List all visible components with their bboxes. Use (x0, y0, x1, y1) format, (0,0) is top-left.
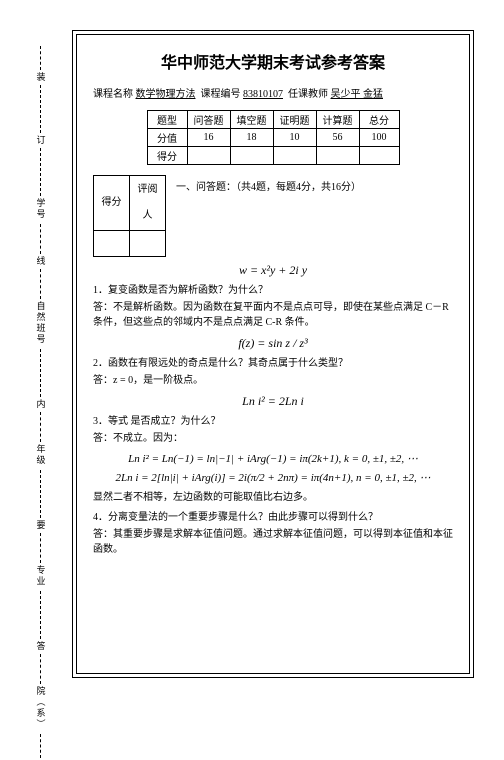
side-char: 装 (36, 72, 45, 81)
cell: 分值 (147, 129, 187, 147)
cell: 评阅人 (130, 176, 166, 231)
cell: 证明题 (273, 111, 316, 129)
meta-label: 课程名称 (93, 89, 133, 100)
question: 1．复变函数是否为解析函数？为什么？ (93, 284, 453, 298)
question: 3．等式 是否成立？为什么？ (93, 415, 453, 429)
side-label: 学号 (36, 198, 45, 220)
cell: 得分 (147, 147, 187, 165)
cell: 100 (359, 129, 399, 147)
answer: 显然二者不相等，左边函数的可能取值比右边多。 (93, 490, 453, 505)
cell (94, 231, 130, 257)
cell: 得分 (94, 176, 130, 231)
meta-label: 课程编号 (201, 89, 241, 100)
cell: 问答题 (187, 111, 230, 129)
side-char: 答 (36, 641, 45, 650)
mini-table: 得分 评阅人 (93, 175, 166, 257)
meta-teacher: 吴少平 金猛 (331, 89, 384, 100)
side-char: 线 (36, 256, 45, 265)
formula: Ln i² = 2Ln i (93, 394, 453, 409)
cell: 计算题 (316, 111, 359, 129)
side-label: 专业 (36, 565, 45, 587)
page-title: 华中师范大学期末考试参考答案 (93, 49, 453, 73)
side-label: 自然班号 (36, 301, 45, 345)
side-char: 要 (36, 520, 45, 529)
cell (130, 231, 166, 257)
meta-line: 课程名称 数学物理方法 课程编号 83810107 任课教师 吴少平 金猛 (93, 85, 453, 100)
answer: 答：其重要步骤是求解本征值问题。通过求解本征值问题，可以得到本征值和本征函数。 (93, 527, 453, 557)
question: 4．分离变量法的一个重要步骤是什么？由此步骤可以得到什么？ (93, 511, 453, 525)
table-row: 得分 (147, 147, 399, 165)
answer: 答：z = 0，是一阶极点。 (93, 373, 453, 388)
side-char: 内 (36, 399, 45, 408)
table-row (94, 231, 166, 257)
question: 2．函数在有限远处的奇点是什么？其奇点属于什么类型？ (93, 357, 453, 371)
cell (359, 147, 399, 165)
cell: 10 (273, 129, 316, 147)
side-strip: 装 订 学号 线 自然班号 内 年级 要 专业 答 院（系） (18, 44, 62, 760)
side-char: 订 (36, 135, 45, 144)
table-row: 得分 评阅人 (94, 176, 166, 231)
cell: 填空题 (230, 111, 273, 129)
cell: 16 (187, 129, 230, 147)
answer: 答：不成立。因为： (93, 431, 453, 446)
section-title: 一、问答题：（共4题，每题4分，共16分） (176, 182, 361, 193)
formula: 2Ln i = 2[ln|i| + iArg(i)] = 2i(π/2 + 2n… (93, 471, 453, 484)
cell (273, 147, 316, 165)
content-area: 华中师范大学期末考试参考答案 课程名称 数学物理方法 课程编号 83810107… (76, 34, 470, 674)
meta-code: 83810107 (243, 89, 283, 100)
formula: w = x²y + 2i y (93, 263, 453, 278)
side-label: 年级 (36, 444, 45, 466)
section-head: 得分 评阅人 一、问答题：（共4题，每题4分，共16分） (93, 175, 453, 257)
cell (187, 147, 230, 165)
table-row: 分值 16 18 10 56 100 (147, 129, 399, 147)
meta-course: 数学物理方法 (136, 89, 196, 100)
table-row: 题型 问答题 填空题 证明题 计算题 总分 (147, 111, 399, 129)
answer: 答：不是解析函数。因为函数在复平面内不是点点可导，即使在某些点满足 C－R 条件… (93, 300, 453, 330)
cell (316, 147, 359, 165)
cell: 56 (316, 129, 359, 147)
formula: Ln i² = Ln(−1) = ln|−1| + iArg(−1) = iπ(… (93, 452, 453, 465)
score-table: 题型 问答题 填空题 证明题 计算题 总分 分值 16 18 10 56 100… (147, 110, 400, 165)
cell: 题型 (147, 111, 187, 129)
meta-label: 任课教师 (288, 89, 328, 100)
cell: 18 (230, 129, 273, 147)
side-label: 院（系） (36, 686, 45, 730)
cell: 总分 (359, 111, 399, 129)
formula: f(z) = sin z / z³ (93, 336, 453, 351)
cell (230, 147, 273, 165)
